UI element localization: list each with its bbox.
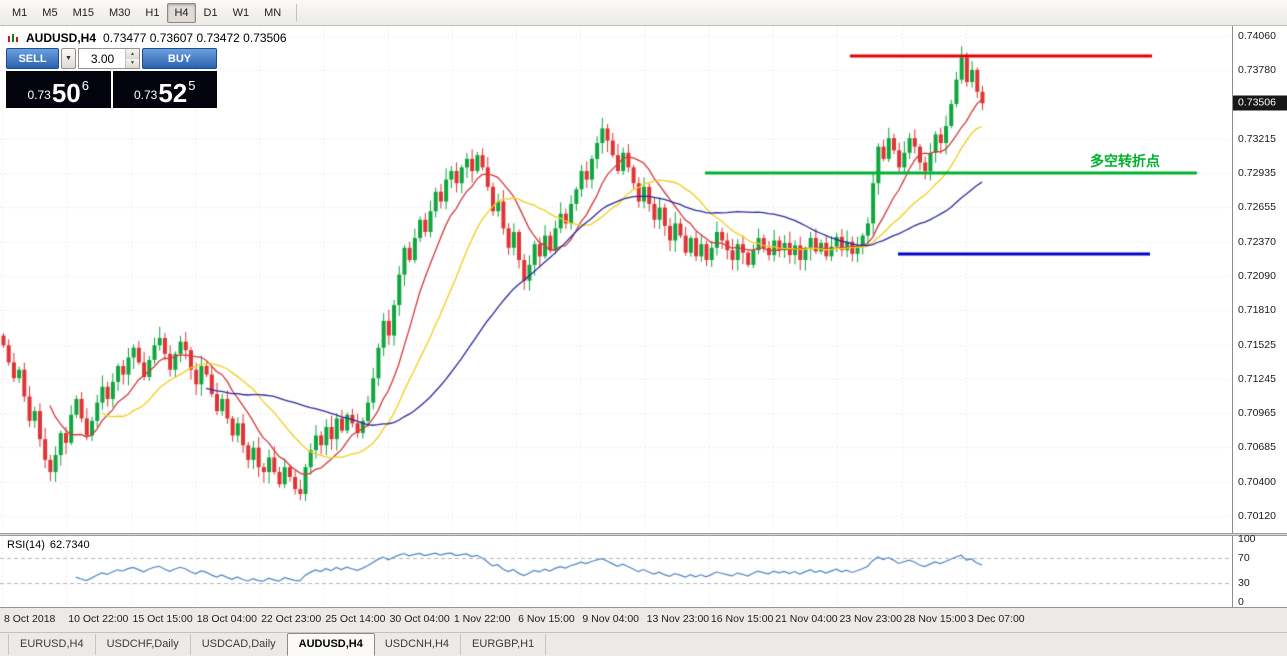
volume-down-button[interactable]: ▼ bbox=[126, 58, 139, 68]
rsi-indicator-label: RSI(14) bbox=[7, 539, 45, 551]
trade-prices-row: 0.73 50 6 0.73 52 5 bbox=[6, 71, 217, 108]
time-axis-label: 8 Oct 2018 bbox=[4, 613, 56, 625]
time-axis-label: 22 Oct 23:00 bbox=[261, 613, 322, 625]
chart-tab-usdcad[interactable]: USDCAD,Daily bbox=[191, 634, 288, 655]
buy-price-base: 0.73 bbox=[133, 88, 158, 102]
timeframe-button-h4[interactable]: H4 bbox=[167, 2, 196, 23]
chart-tab-audusd[interactable]: AUDUSD,H4 bbox=[286, 633, 375, 656]
time-axis-label: 13 Nov 23:00 bbox=[646, 613, 710, 625]
time-axis-label: 28 Nov 15:00 bbox=[903, 613, 967, 625]
time-axis-label: 6 Nov 15:00 bbox=[518, 613, 575, 625]
rsi-scale-label: 70 bbox=[1238, 551, 1250, 564]
timeframe-button-mn[interactable]: MN bbox=[257, 3, 288, 23]
chart-header: AUDUSD,H4 0.73477 0.73607 0.73472 0.7350… bbox=[7, 31, 287, 45]
time-axis-label: 23 Nov 23:00 bbox=[839, 613, 902, 625]
rsi-scale-label: 100 bbox=[1238, 533, 1256, 545]
rsi-indicator-value: 62.7340 bbox=[49, 539, 90, 551]
price-scale-label: 0.72935 bbox=[1238, 166, 1276, 179]
timeframe-button-w1[interactable]: W1 bbox=[226, 3, 257, 23]
price-scale-label: 0.73780 bbox=[1238, 63, 1276, 76]
trade-controls-row: SELL ▼ ▲ ▼ BUY bbox=[6, 48, 217, 69]
one-click-trading-panel: SELL ▼ ▲ ▼ BUY 0.73 50 6 0.7 bbox=[6, 48, 217, 108]
timeframe-button-d1[interactable]: D1 bbox=[197, 3, 225, 23]
price-scale-label: 0.74060 bbox=[1238, 29, 1276, 42]
time-axis-label: 15 Oct 15:00 bbox=[132, 613, 193, 625]
price-scale-label: 0.72370 bbox=[1238, 235, 1276, 248]
main-chart-pane: AUDUSD,H4 0.73477 0.73607 0.73472 0.7350… bbox=[0, 26, 1232, 533]
toolbar-separator bbox=[296, 4, 298, 21]
sell-price-big: 50 bbox=[51, 78, 81, 109]
rsi-scale-label: 0 bbox=[1238, 596, 1244, 608]
current-price-tag: 0.73506 bbox=[1233, 95, 1287, 111]
price-scale-label: 0.70120 bbox=[1238, 509, 1276, 522]
chart-tab-usdchf[interactable]: USDCHF,Daily bbox=[96, 634, 191, 655]
time-axis-label: 16 Nov 15:00 bbox=[710, 613, 774, 625]
pane-splitter[interactable] bbox=[0, 533, 1287, 536]
timeframe-button-m5[interactable]: M5 bbox=[35, 3, 64, 23]
sell-price-base: 0.73 bbox=[27, 88, 51, 102]
price-scale-label: 0.71810 bbox=[1238, 303, 1276, 316]
sell-price-sup: 6 bbox=[81, 78, 89, 93]
buy-price-display[interactable]: 0.73 52 5 bbox=[112, 71, 217, 109]
price-scale-label: 0.73215 bbox=[1238, 132, 1276, 145]
chart-tab-eurgbp[interactable]: EURGBP,H1 bbox=[461, 634, 547, 655]
time-axis-label: 1 Nov 22:00 bbox=[453, 613, 511, 625]
volume-input[interactable] bbox=[79, 49, 139, 68]
chart-tab-usdcnh[interactable]: USDCNH,H4 bbox=[374, 634, 462, 655]
turning-point-annotation: 多空转折点 bbox=[1090, 153, 1160, 170]
chart-tab-bar: EURUSD,H4 USDCHF,Daily USDCAD,Daily AUDUSD,… bbox=[0, 632, 1287, 656]
time-axis-label: 10 Oct 22:00 bbox=[68, 613, 129, 625]
rsi-chart-canvas[interactable] bbox=[0, 536, 1232, 607]
buy-button[interactable]: BUY bbox=[142, 48, 217, 69]
chart-icon bbox=[7, 33, 19, 44]
price-scale-label: 0.71245 bbox=[1238, 372, 1276, 385]
price-scale-label: 0.70965 bbox=[1238, 406, 1276, 419]
buy-price-big: 52 bbox=[158, 78, 188, 109]
price-scale[interactable]: 0.73506 0.74060 0.73780 0.73215 0.72935 0.72… bbox=[1232, 26, 1287, 533]
price-scale-label: 0.72090 bbox=[1238, 269, 1276, 282]
time-axis-label: 30 Oct 04:00 bbox=[389, 613, 450, 625]
buy-price-sup: 5 bbox=[188, 78, 196, 93]
time-axis[interactable]: 8 Oct 2018 10 Oct 22:00 15 Oct 15:00 18 Oct… bbox=[0, 607, 1287, 632]
volume-spinner: ▲ ▼ bbox=[125, 49, 139, 68]
rsi-header: RSI(14) 62.7340 bbox=[7, 539, 90, 551]
rsi-scale-label: 30 bbox=[1238, 577, 1250, 590]
price-scale-label: 0.70685 bbox=[1238, 441, 1276, 454]
sell-button[interactable]: SELL bbox=[6, 48, 59, 69]
timeframe-button-group: M1 M5 M15 M30 H1 H4 D1 W1 MN bbox=[5, 2, 289, 23]
timeframe-toolbar: M1 M5 M15 M30 H1 H4 D1 W1 MN bbox=[0, 0, 1287, 26]
time-axis-label: 3 Dec 07:00 bbox=[968, 613, 1025, 625]
timeframe-button-h1[interactable]: H1 bbox=[138, 3, 166, 23]
chart-ohlc-values: 0.73477 0.73607 0.73472 0.73506 bbox=[103, 31, 287, 45]
rsi-scale[interactable]: 100 70 30 0 bbox=[1232, 533, 1287, 608]
timeframe-button-m15[interactable]: M15 bbox=[66, 3, 101, 23]
sell-price-display[interactable]: 0.73 50 6 bbox=[6, 71, 111, 108]
time-axis-label: 9 Nov 04:00 bbox=[582, 613, 640, 625]
time-axis-label: 25 Oct 14:00 bbox=[325, 613, 386, 625]
time-axis-label: 21 Nov 04:00 bbox=[775, 613, 838, 625]
time-axis-label: 18 Oct 04:00 bbox=[196, 613, 257, 625]
price-scale-label: 0.70400 bbox=[1238, 475, 1276, 488]
price-scale-label: 0.71525 bbox=[1238, 338, 1276, 351]
volume-dropdown-button[interactable]: ▼ bbox=[61, 48, 76, 69]
chart-tab-eurusd[interactable]: EURUSD,H4 bbox=[8, 634, 96, 655]
price-scale-label: 0.72655 bbox=[1238, 200, 1276, 213]
timeframe-button-m30[interactable]: M30 bbox=[102, 3, 137, 23]
volume-up-button[interactable]: ▲ bbox=[126, 49, 139, 59]
timeframe-button-m1[interactable]: M1 bbox=[5, 3, 34, 23]
rsi-pane: RSI(14) 62.7340 bbox=[0, 536, 1232, 607]
volume-field: ▲ ▼ bbox=[78, 48, 140, 69]
candlestick-chart-canvas[interactable] bbox=[0, 26, 1232, 533]
chart-symbol-title: AUDUSD,H4 bbox=[26, 31, 97, 45]
